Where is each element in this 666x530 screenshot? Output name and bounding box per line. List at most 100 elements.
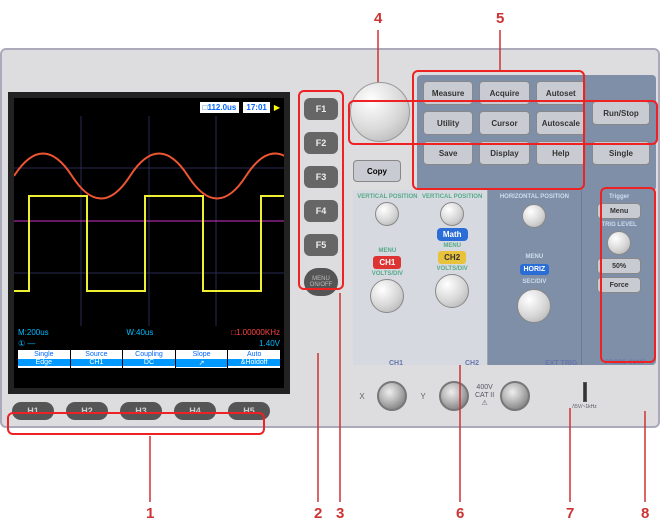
- display-screen: □112.0us 17:01 ▶ M:200us W:40us □1.00000…: [8, 92, 290, 394]
- cursor-button[interactable]: Cursor: [479, 111, 529, 135]
- h4-button[interactable]: H4: [174, 402, 216, 420]
- h5-button[interactable]: H5: [228, 402, 270, 420]
- run-controls: Run/Stop Single: [592, 81, 650, 185]
- menu-source: SourceCH1: [71, 350, 123, 368]
- callout-8: 8: [641, 505, 649, 522]
- copy-button[interactable]: Copy: [353, 160, 401, 182]
- screen-bottom: M:200us W:40us □1.00000KHz ① — 1.40V Sin…: [14, 326, 284, 370]
- control-panel: VERTICAL POSITION MENU CH1 VOLTS/DIV VER…: [353, 190, 656, 365]
- trigger-menu-button[interactable]: Menu: [597, 203, 641, 219]
- menu1-label: MENU: [379, 248, 397, 254]
- help-button[interactable]: Help: [536, 141, 586, 165]
- timebase-w: W:40us: [126, 328, 153, 337]
- trigger-section: Trigger Menu TRIG LEVEL 50% Force: [582, 190, 656, 365]
- f3-button[interactable]: F3: [304, 166, 338, 188]
- waveform-plot: [14, 116, 284, 326]
- ch1-volts-knob[interactable]: [370, 279, 404, 313]
- menu-single: SingleEdge: [18, 350, 70, 368]
- screen-menu-row: SingleEdge SourceCH1 CouplingDC Slope↗ A…: [18, 350, 280, 368]
- trigger-level-knob[interactable]: [607, 231, 631, 255]
- function-grid: Measure Acquire Autoset Utility Cursor A…: [423, 81, 586, 185]
- probe-pin[interactable]: [583, 382, 587, 402]
- menu-slope: Slope↗: [176, 350, 228, 368]
- h3-button[interactable]: H3: [120, 402, 162, 420]
- y-label: Y: [413, 392, 433, 401]
- menu2-label: MENU: [443, 243, 461, 249]
- screen-topbar: □112.0us 17:01 ▶: [14, 98, 284, 116]
- autoscale-button[interactable]: Autoscale: [536, 111, 586, 135]
- ch1-vdiv: 1.40V: [259, 339, 280, 348]
- menu-onoff-button[interactable]: MENU ON/OFF: [304, 268, 338, 296]
- callout-3: 3: [336, 505, 344, 522]
- multipurpose-knob[interactable]: [350, 82, 410, 142]
- horiz-sec-knob[interactable]: [517, 289, 551, 323]
- ch1-port-label: CH1: [389, 360, 403, 367]
- run-indicator: ▶: [274, 103, 280, 112]
- ch2-bnc[interactable]: [439, 381, 469, 411]
- fifty-button[interactable]: 50%: [597, 258, 641, 274]
- menu-coupling: CouplingDC: [123, 350, 175, 368]
- vertical-section: VERTICAL POSITION MENU CH1 VOLTS/DIV VER…: [353, 190, 488, 365]
- clock-readout: 17:01: [243, 102, 269, 113]
- horiz-button[interactable]: HORIZ: [520, 264, 550, 275]
- volts2-label: VOLTS/DIV: [437, 266, 468, 272]
- vpos2-label: VERTICAL POSITION: [422, 194, 482, 200]
- ch1-button[interactable]: CH1: [373, 256, 401, 269]
- menu-auto: Auto&Holdoff: [228, 350, 280, 368]
- trig-level-label: TRIG LEVEL: [601, 222, 636, 228]
- force-button[interactable]: Force: [597, 277, 641, 293]
- ext-bnc[interactable]: [500, 381, 530, 411]
- freq-readout: □1.00000KHz: [231, 328, 280, 337]
- ch2-port-label: CH2: [465, 360, 479, 367]
- ext-port-label: EXT TRIG: [545, 360, 577, 367]
- f5-button[interactable]: F5: [304, 234, 338, 256]
- horiz-position-knob[interactable]: [522, 204, 546, 228]
- h1-button[interactable]: H1: [12, 402, 54, 420]
- f2-button[interactable]: F2: [304, 132, 338, 154]
- measure-button[interactable]: Measure: [423, 81, 473, 105]
- hpos-label: HORIZONTAL POSITION: [500, 194, 569, 200]
- ch1-column: VERTICAL POSITION MENU CH1 VOLTS/DIV: [355, 194, 420, 361]
- math-button[interactable]: Math: [437, 228, 468, 241]
- display-button[interactable]: Display: [479, 141, 529, 165]
- signal-info-row: M:200us W:40us □1.00000KHz: [18, 328, 280, 337]
- callout-1: 1: [146, 505, 154, 522]
- ch2-button[interactable]: CH2: [438, 251, 466, 264]
- vpos1-label: VERTICAL POSITION: [357, 194, 417, 200]
- ch1-position-knob[interactable]: [375, 202, 399, 226]
- callout-6: 6: [456, 505, 464, 522]
- ch2-position-knob[interactable]: [440, 202, 464, 226]
- hmenu-label: MENU: [526, 254, 544, 260]
- x-label: X: [353, 392, 371, 401]
- h2-button[interactable]: H2: [66, 402, 108, 420]
- cat-rating: 400VCAT II⚠: [475, 384, 494, 407]
- single-button[interactable]: Single: [592, 141, 650, 165]
- save-button[interactable]: Save: [423, 141, 473, 165]
- probe-scale: /\5V/~1kHz: [572, 404, 597, 410]
- timebase-readout: □112.0us: [200, 102, 240, 113]
- ch1-indicator: ① —: [18, 339, 35, 348]
- connector-row: CH1 CH2 EXT TRIG PROBE COMP X Y 400VCAT …: [353, 370, 656, 422]
- f4-button[interactable]: F4: [304, 200, 338, 222]
- f-button-column: F1 F2 F3 F4 F5 MENU ON/OFF: [304, 98, 338, 296]
- ch1-bnc[interactable]: [377, 381, 407, 411]
- volts1-label: VOLTS/DIV: [372, 271, 403, 277]
- oscilloscope-body: □112.0us 17:01 ▶ M:200us W:40us □1.00000…: [0, 48, 660, 428]
- f1-button[interactable]: F1: [304, 98, 338, 120]
- h-button-row: H1 H2 H3 H4 H5: [12, 402, 270, 420]
- acquire-button[interactable]: Acquire: [479, 81, 529, 105]
- timebase-m: M:200us: [18, 328, 49, 337]
- callout-5: 5: [496, 10, 504, 27]
- probe-comp-label: PROBE COMP: [605, 360, 646, 366]
- function-panel: Measure Acquire Autoset Utility Cursor A…: [417, 75, 656, 191]
- run-stop-button[interactable]: Run/Stop: [592, 101, 650, 125]
- callout-4: 4: [374, 10, 382, 27]
- utility-button[interactable]: Utility: [423, 111, 473, 135]
- sec-label: SEC/DIV: [522, 279, 546, 285]
- ch2-volts-knob[interactable]: [435, 274, 469, 308]
- ch2-column: VERTICAL POSITION Math MENU CH2 VOLTS/DI…: [420, 194, 485, 361]
- trigger-title: Trigger: [609, 194, 629, 200]
- autoset-button[interactable]: Autoset: [536, 81, 586, 105]
- callout-7: 7: [566, 505, 574, 522]
- probe-comp: /\5V/~1kHz: [572, 382, 597, 410]
